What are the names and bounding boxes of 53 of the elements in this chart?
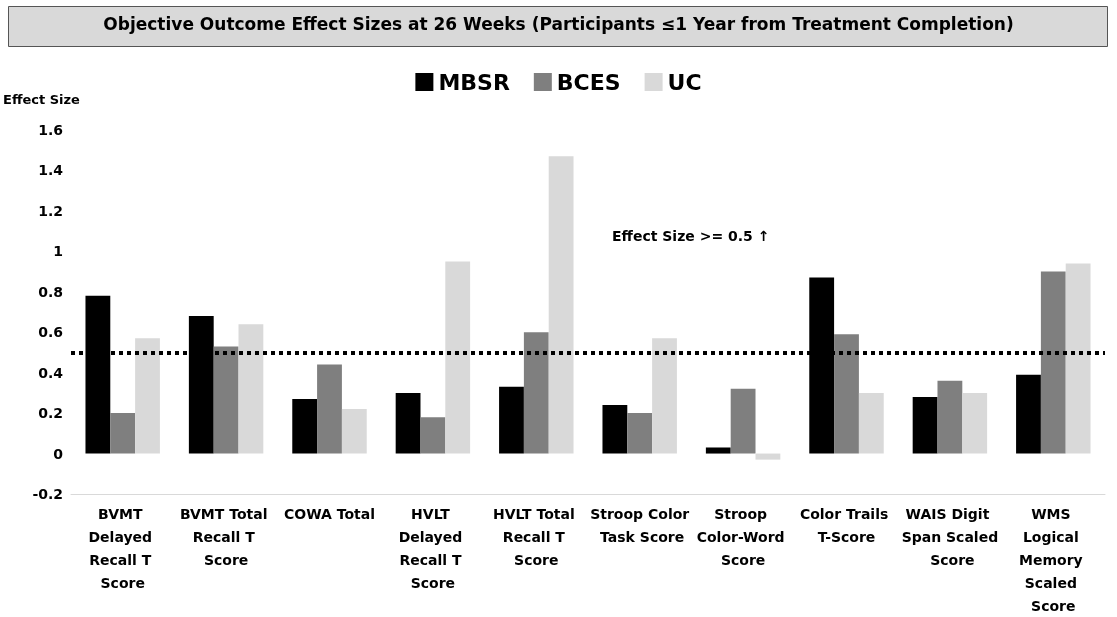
x-tick-label: HVLT Delayed Recall T Score	[398, 505, 468, 591]
bar	[602, 405, 628, 454]
y-tick-label: 0.8	[38, 283, 63, 300]
x-tick-label: HVLT Total Recall T Score	[492, 505, 580, 568]
x-tick-label: WMS Logical Memory Scaled Score	[1019, 505, 1088, 614]
x-tick-label: COWA Total	[284, 505, 375, 522]
y-tick-label: 1.4	[38, 162, 64, 179]
bar	[834, 334, 859, 454]
x-tick-label: Color Trails T-Score	[799, 505, 894, 545]
bar	[858, 392, 884, 454]
bar	[341, 409, 367, 454]
bar	[730, 388, 756, 454]
annotation: Effect Size >= 0.5 ↑	[612, 228, 770, 244]
y-tick-label: 0.6	[38, 324, 63, 341]
x-tick-label: WAIS Digit Span Scaled Score	[901, 505, 999, 568]
x-tick-label: Stroop Color-Word Score	[696, 505, 790, 568]
x-tick-label: BVMT Delayed Recall T Score	[88, 505, 157, 591]
bar	[445, 261, 471, 454]
x-tick-label: Stroop Color Task Score	[590, 505, 690, 545]
legend-label: BCES	[556, 69, 621, 95]
bar	[523, 332, 549, 454]
bar	[135, 338, 160, 454]
bar	[705, 447, 731, 454]
bar	[1016, 374, 1041, 454]
bar	[317, 364, 342, 454]
bar	[1065, 263, 1091, 454]
y-tick-label: 1.6	[38, 122, 63, 138]
bar	[937, 380, 963, 454]
bar	[213, 346, 239, 454]
bar	[110, 413, 136, 454]
y-tick-label: 0	[53, 445, 64, 462]
legend-label: UC	[667, 69, 702, 95]
bar	[499, 386, 524, 454]
y-tick-label: 0.4	[38, 364, 64, 381]
bar	[238, 324, 264, 454]
bar	[627, 413, 653, 454]
chart-title: Objective Outcome Effect Sizes at 26 Weeks (Participants ≤1 Year from Treatment Completion)	[103, 13, 1014, 34]
bar	[912, 396, 938, 454]
bar	[1040, 271, 1066, 454]
y-tick-label: 0.2	[38, 405, 63, 422]
legend-label: MBSR	[438, 69, 510, 95]
y-tick-label: 1.2	[38, 202, 63, 219]
y-axis-title: Effect Size	[3, 92, 81, 107]
bar	[420, 417, 446, 454]
y-tick-label: -0.2	[32, 486, 63, 502]
bar	[962, 392, 988, 454]
x-tick-label: BVMT Total Recall T Score	[179, 505, 273, 568]
bar	[292, 398, 318, 454]
bar	[652, 338, 677, 454]
bar	[395, 392, 421, 454]
bar	[755, 453, 781, 460]
bar	[548, 156, 574, 454]
y-tick-label: 1	[53, 243, 63, 260]
